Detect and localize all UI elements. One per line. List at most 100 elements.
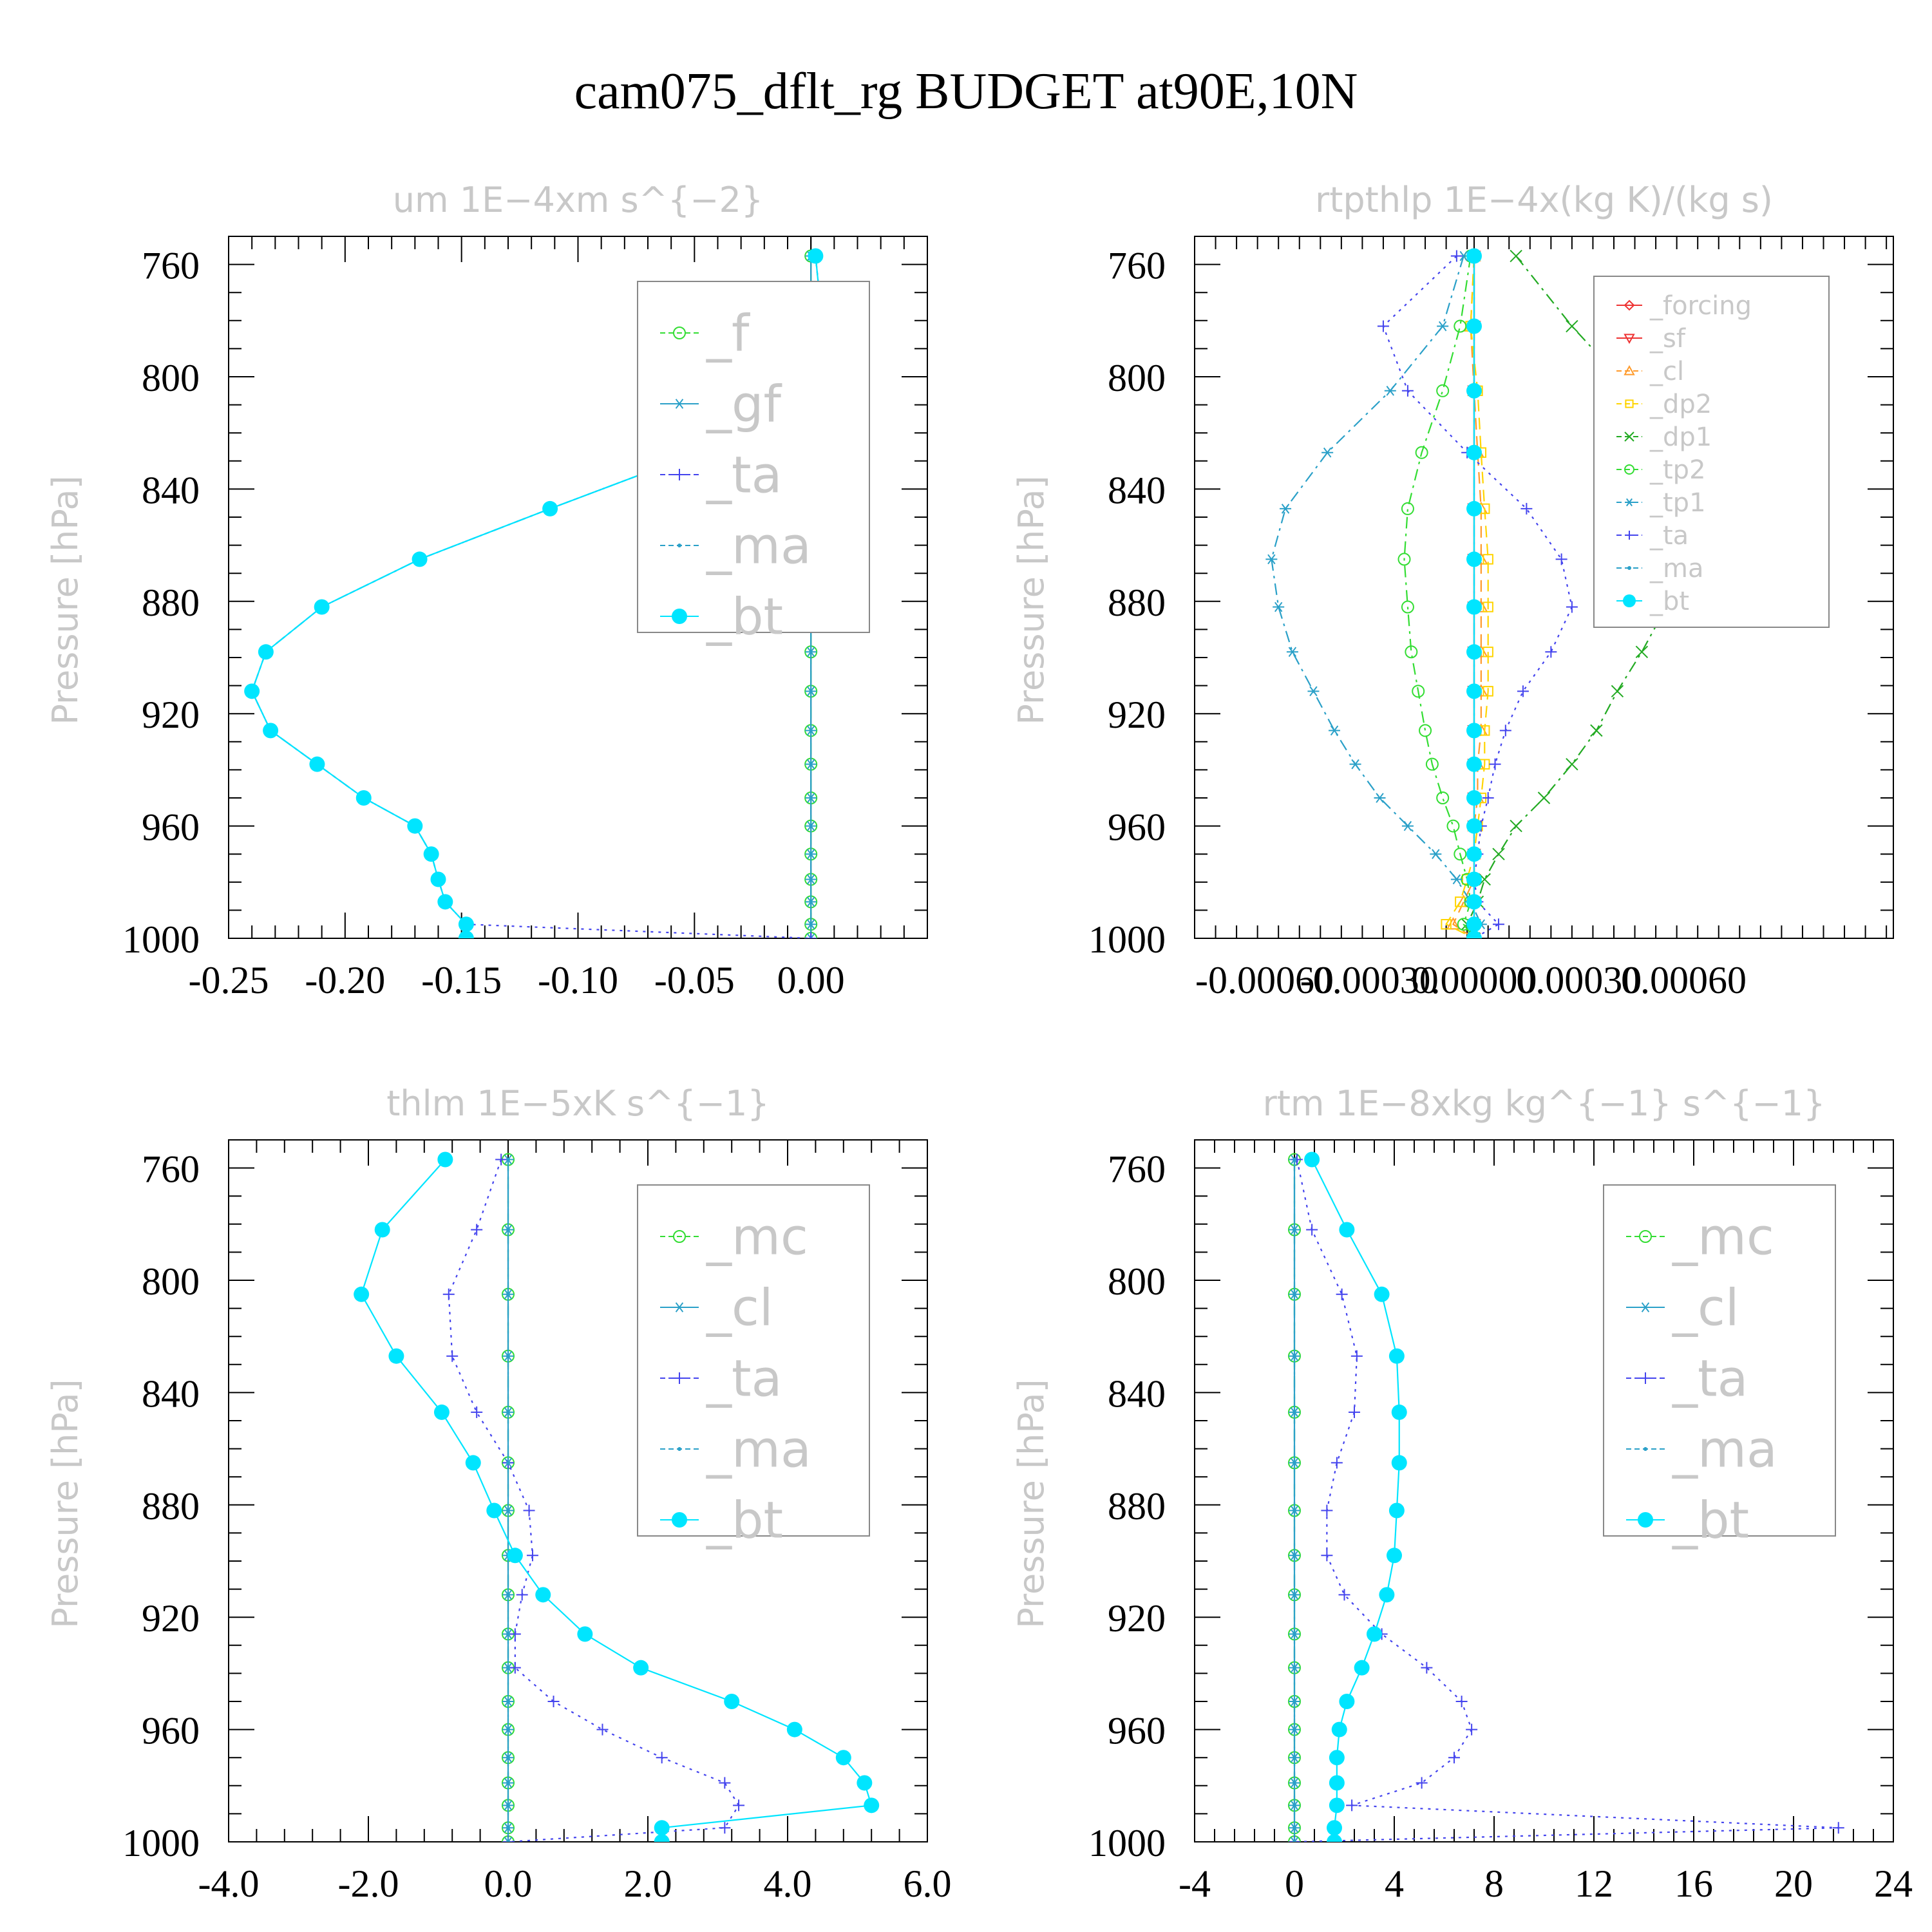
- legend: _mc _cl _ta _ma _bt: [637, 1184, 870, 1549]
- data-point-bt: [1466, 846, 1482, 862]
- data-point-bt: [412, 551, 428, 567]
- data-point-tp1: [1374, 793, 1386, 803]
- y-tick-label: 840: [142, 1372, 200, 1415]
- data-point-ma: [1293, 1781, 1296, 1785]
- data-point-dp1: [1566, 319, 1578, 333]
- data-point-bt: [244, 683, 260, 699]
- data-point-ta: [1421, 1662, 1433, 1674]
- data-point-ma: [506, 1700, 510, 1703]
- data-point-ta: [1517, 685, 1529, 697]
- y-tick-label: 880: [142, 582, 200, 624]
- data-point-ma: [1293, 1700, 1296, 1703]
- data-point-gf: [805, 725, 817, 736]
- legend-marker: [1625, 498, 1634, 507]
- y-tick-label: 1000: [1088, 1822, 1166, 1864]
- y-tick-label: 920: [1108, 694, 1166, 736]
- panel-title: thlm 1E−5xK s^{−1}: [386, 1083, 769, 1124]
- legend-label: _mc: [1672, 1208, 1774, 1266]
- legend-marker: [1623, 594, 1636, 607]
- data-point-ta: [733, 1799, 745, 1812]
- y-tick-label: 800: [1108, 1260, 1166, 1303]
- x-tick-label: 0.00000: [1412, 959, 1537, 1001]
- data-point-ta: [1450, 250, 1463, 262]
- panel-title: rtpthlp 1E−4x(kg K)/(kg s): [1315, 180, 1773, 220]
- data-point-bt: [263, 723, 279, 739]
- legend-marker: [1624, 365, 1635, 375]
- data-point-bt: [437, 1151, 453, 1168]
- data-point-ma: [1293, 1665, 1296, 1670]
- data-point-bt: [258, 644, 274, 660]
- data-point-ta: [1832, 1822, 1844, 1834]
- data-point-ma: [1293, 1410, 1296, 1414]
- data-point-bt: [835, 1750, 851, 1766]
- data-point-ma: [506, 1632, 510, 1636]
- data-point-bt: [465, 1455, 481, 1471]
- data-point-tp2: [1412, 685, 1425, 698]
- legend-box: [637, 281, 870, 633]
- data-point-bt: [388, 1348, 404, 1364]
- x-tick-label: 20: [1774, 1862, 1813, 1905]
- data-point-ta: [1306, 1224, 1318, 1236]
- data-point-ma: [506, 1727, 510, 1732]
- data-point-ma: [506, 1410, 510, 1414]
- series-line-tp2: [1403, 256, 1475, 938]
- data-point-ma: [1293, 1756, 1296, 1760]
- legend-marker: [1627, 566, 1631, 570]
- data-point-ta: [1499, 724, 1511, 737]
- legend-label: _sf: [1649, 324, 1686, 354]
- data-point-cl: [502, 1837, 514, 1842]
- data-point-ta: [526, 1549, 538, 1562]
- data-point-ta: [1401, 384, 1414, 397]
- data-point-tp1: [1321, 447, 1334, 458]
- data-point-bt: [1466, 551, 1482, 567]
- x-tick-label: 24: [1874, 1862, 1913, 1905]
- data-point-bt: [1466, 500, 1482, 516]
- y-tick-label: 840: [1108, 469, 1166, 511]
- data-point-bt: [1466, 916, 1482, 933]
- legend-marker: [1640, 1302, 1651, 1312]
- data-point-bt: [1388, 1502, 1405, 1519]
- y-tick-label: 960: [142, 1710, 200, 1752]
- legend-label: _cl: [1649, 357, 1684, 386]
- series-group: [1288, 1151, 1844, 1842]
- data-point-bt: [542, 500, 558, 516]
- legend-marker: [672, 1512, 687, 1528]
- data-point-bt: [309, 756, 325, 772]
- data-point-bt: [355, 790, 372, 806]
- data-point-bt: [535, 1587, 551, 1603]
- data-point-dp1: [1510, 819, 1522, 833]
- data-point-bt: [1339, 1694, 1355, 1709]
- legend-label: _dp1: [1649, 422, 1712, 452]
- x-tick-label: 8: [1484, 1862, 1504, 1905]
- data-point-ta: [1321, 1549, 1333, 1562]
- data-point-bt: [507, 1548, 523, 1564]
- data-point-dp2: [1441, 919, 1452, 930]
- data-point-ma: [1293, 1593, 1296, 1597]
- data-point-bt: [1466, 683, 1482, 699]
- data-point-tp2: [1401, 502, 1414, 515]
- legend-label: _mc: [706, 1208, 808, 1266]
- data-point-ta: [471, 1224, 483, 1236]
- data-point-bt: [1331, 1721, 1347, 1738]
- y-tick-label: 960: [1108, 806, 1166, 849]
- data-point-bt: [1367, 1626, 1382, 1642]
- x-tick-label: -4: [1179, 1862, 1211, 1905]
- x-tick-label: -0.10: [538, 959, 618, 1001]
- data-point-ma: [1293, 1227, 1296, 1232]
- data-point-ma: [506, 1157, 510, 1162]
- legend-label: _tp1: [1649, 488, 1706, 518]
- data-point-dp1: [1492, 848, 1505, 860]
- legend: _f _gf _ta _ma _bt: [637, 281, 870, 646]
- data-point-ta: [596, 1723, 609, 1736]
- data-point-bt: [486, 1502, 502, 1519]
- y-tick-label: 880: [1108, 582, 1166, 624]
- legend-marker: [1624, 299, 1635, 311]
- chart-panel-2: rtpthlp 1E−4x(kg K)/(kg s) Pressure [hPa]…: [1011, 180, 1894, 1001]
- data-point-bt: [1466, 248, 1482, 264]
- data-point-ta: [1349, 1406, 1360, 1418]
- x-tick-label: 4.0: [764, 1862, 812, 1905]
- series-group: [1265, 248, 1711, 938]
- y-tick-label: 960: [142, 806, 200, 849]
- series-line-bt: [1311, 1159, 1400, 1842]
- data-point-bt: [1466, 894, 1482, 910]
